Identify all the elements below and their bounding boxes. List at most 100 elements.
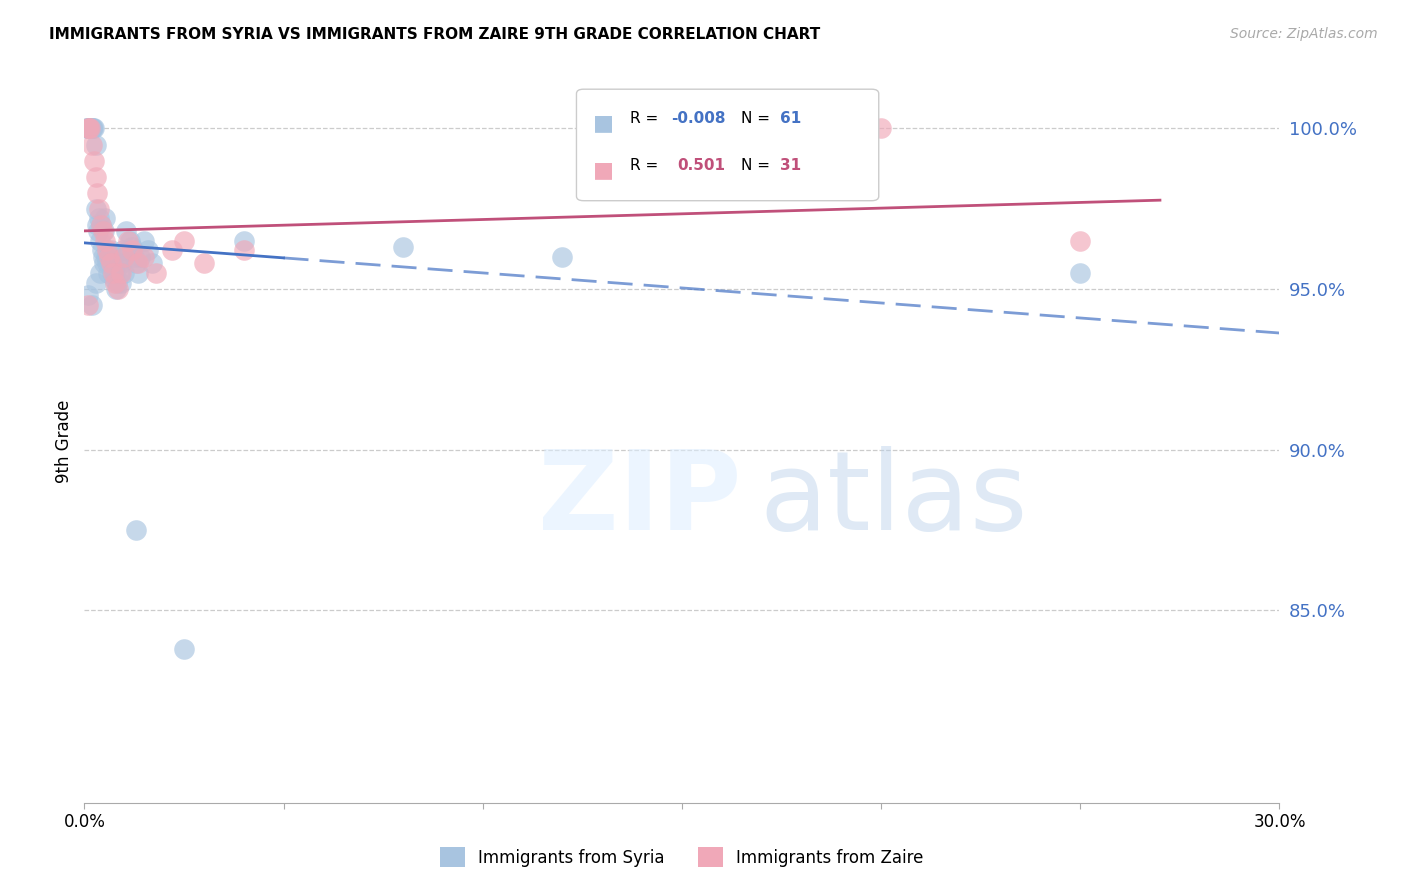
Point [93,224,115,238]
Point [121,244,143,258]
Point [104,276,127,290]
Point [82,137,104,152]
Point [100,256,122,270]
Point [1069,266,1091,280]
Point [232,244,254,258]
Point [83,153,105,168]
Point [86,218,108,232]
Point [76,121,98,136]
Point [115,224,138,238]
Point [105,276,128,290]
Point [93,250,115,264]
Point [96,250,118,264]
Point [82,121,104,136]
Point [132,234,156,248]
Text: 61: 61 [780,111,801,126]
Point [76,121,98,136]
Y-axis label: 9th Grade: 9th Grade [55,400,73,483]
Point [141,256,163,270]
Legend: Immigrants from Syria, Immigrants from Zaire: Immigrants from Syria, Immigrants from Z… [433,840,931,874]
Point [75,121,97,136]
Point [112,250,135,264]
Point [86,202,108,216]
Point [551,250,574,264]
Point [107,282,129,296]
Point [86,186,108,200]
Text: -0.008: -0.008 [671,111,725,126]
Point [101,266,124,280]
Point [160,244,183,258]
Point [117,234,139,248]
Point [111,256,134,270]
Point [94,234,117,248]
Point [96,244,118,258]
Point [127,256,149,270]
Point [122,250,145,264]
Point [121,240,143,254]
Point [132,250,156,264]
Point [173,641,195,656]
Text: IMMIGRANTS FROM SYRIA VS IMMIGRANTS FROM ZAIRE 9TH GRADE CORRELATION CHART: IMMIGRANTS FROM SYRIA VS IMMIGRANTS FROM… [49,27,821,42]
Point [129,250,152,264]
Point [97,266,120,280]
Text: 31: 31 [780,158,801,173]
Point [110,266,132,280]
Point [77,298,100,312]
Point [90,218,112,232]
Point [100,244,122,258]
Point [90,218,112,232]
Point [125,523,148,537]
Point [77,121,100,136]
Text: N =: N = [741,158,775,173]
Point [89,211,111,226]
Point [82,298,104,312]
Point [104,266,127,280]
Point [870,121,893,136]
Point [145,266,167,280]
Point [98,250,121,264]
Point [173,234,195,248]
Point [127,266,149,280]
Point [1069,234,1091,248]
Point [83,121,105,136]
Text: R =: R = [630,158,664,173]
Point [84,137,107,152]
Point [136,244,159,258]
Point [77,288,100,302]
Point [89,234,111,248]
Point [112,244,135,258]
Point [79,121,101,136]
Point [107,256,129,270]
Point [98,250,121,264]
Point [103,272,125,286]
Point [93,256,115,270]
Point [117,244,139,258]
Point [82,121,104,136]
Point [77,121,100,136]
Point [91,244,114,258]
Point [84,169,107,184]
Point [392,240,415,254]
Point [89,202,111,216]
Point [125,256,148,270]
Text: 0.501: 0.501 [678,158,725,173]
Point [86,276,108,290]
Text: ZIP: ZIP [538,446,742,553]
Point [77,121,100,136]
Text: ■: ■ [593,113,614,133]
Point [93,224,115,238]
Text: atlas: atlas [759,446,1028,553]
Point [101,266,124,280]
Point [80,121,103,136]
Point [110,266,132,280]
Point [112,266,135,280]
Point [96,256,118,270]
Point [193,256,215,270]
Point [94,211,117,226]
Text: N =: N = [741,111,775,126]
Point [232,234,254,248]
Point [87,224,110,238]
Point [101,256,124,270]
Point [108,250,131,264]
Point [98,256,121,270]
